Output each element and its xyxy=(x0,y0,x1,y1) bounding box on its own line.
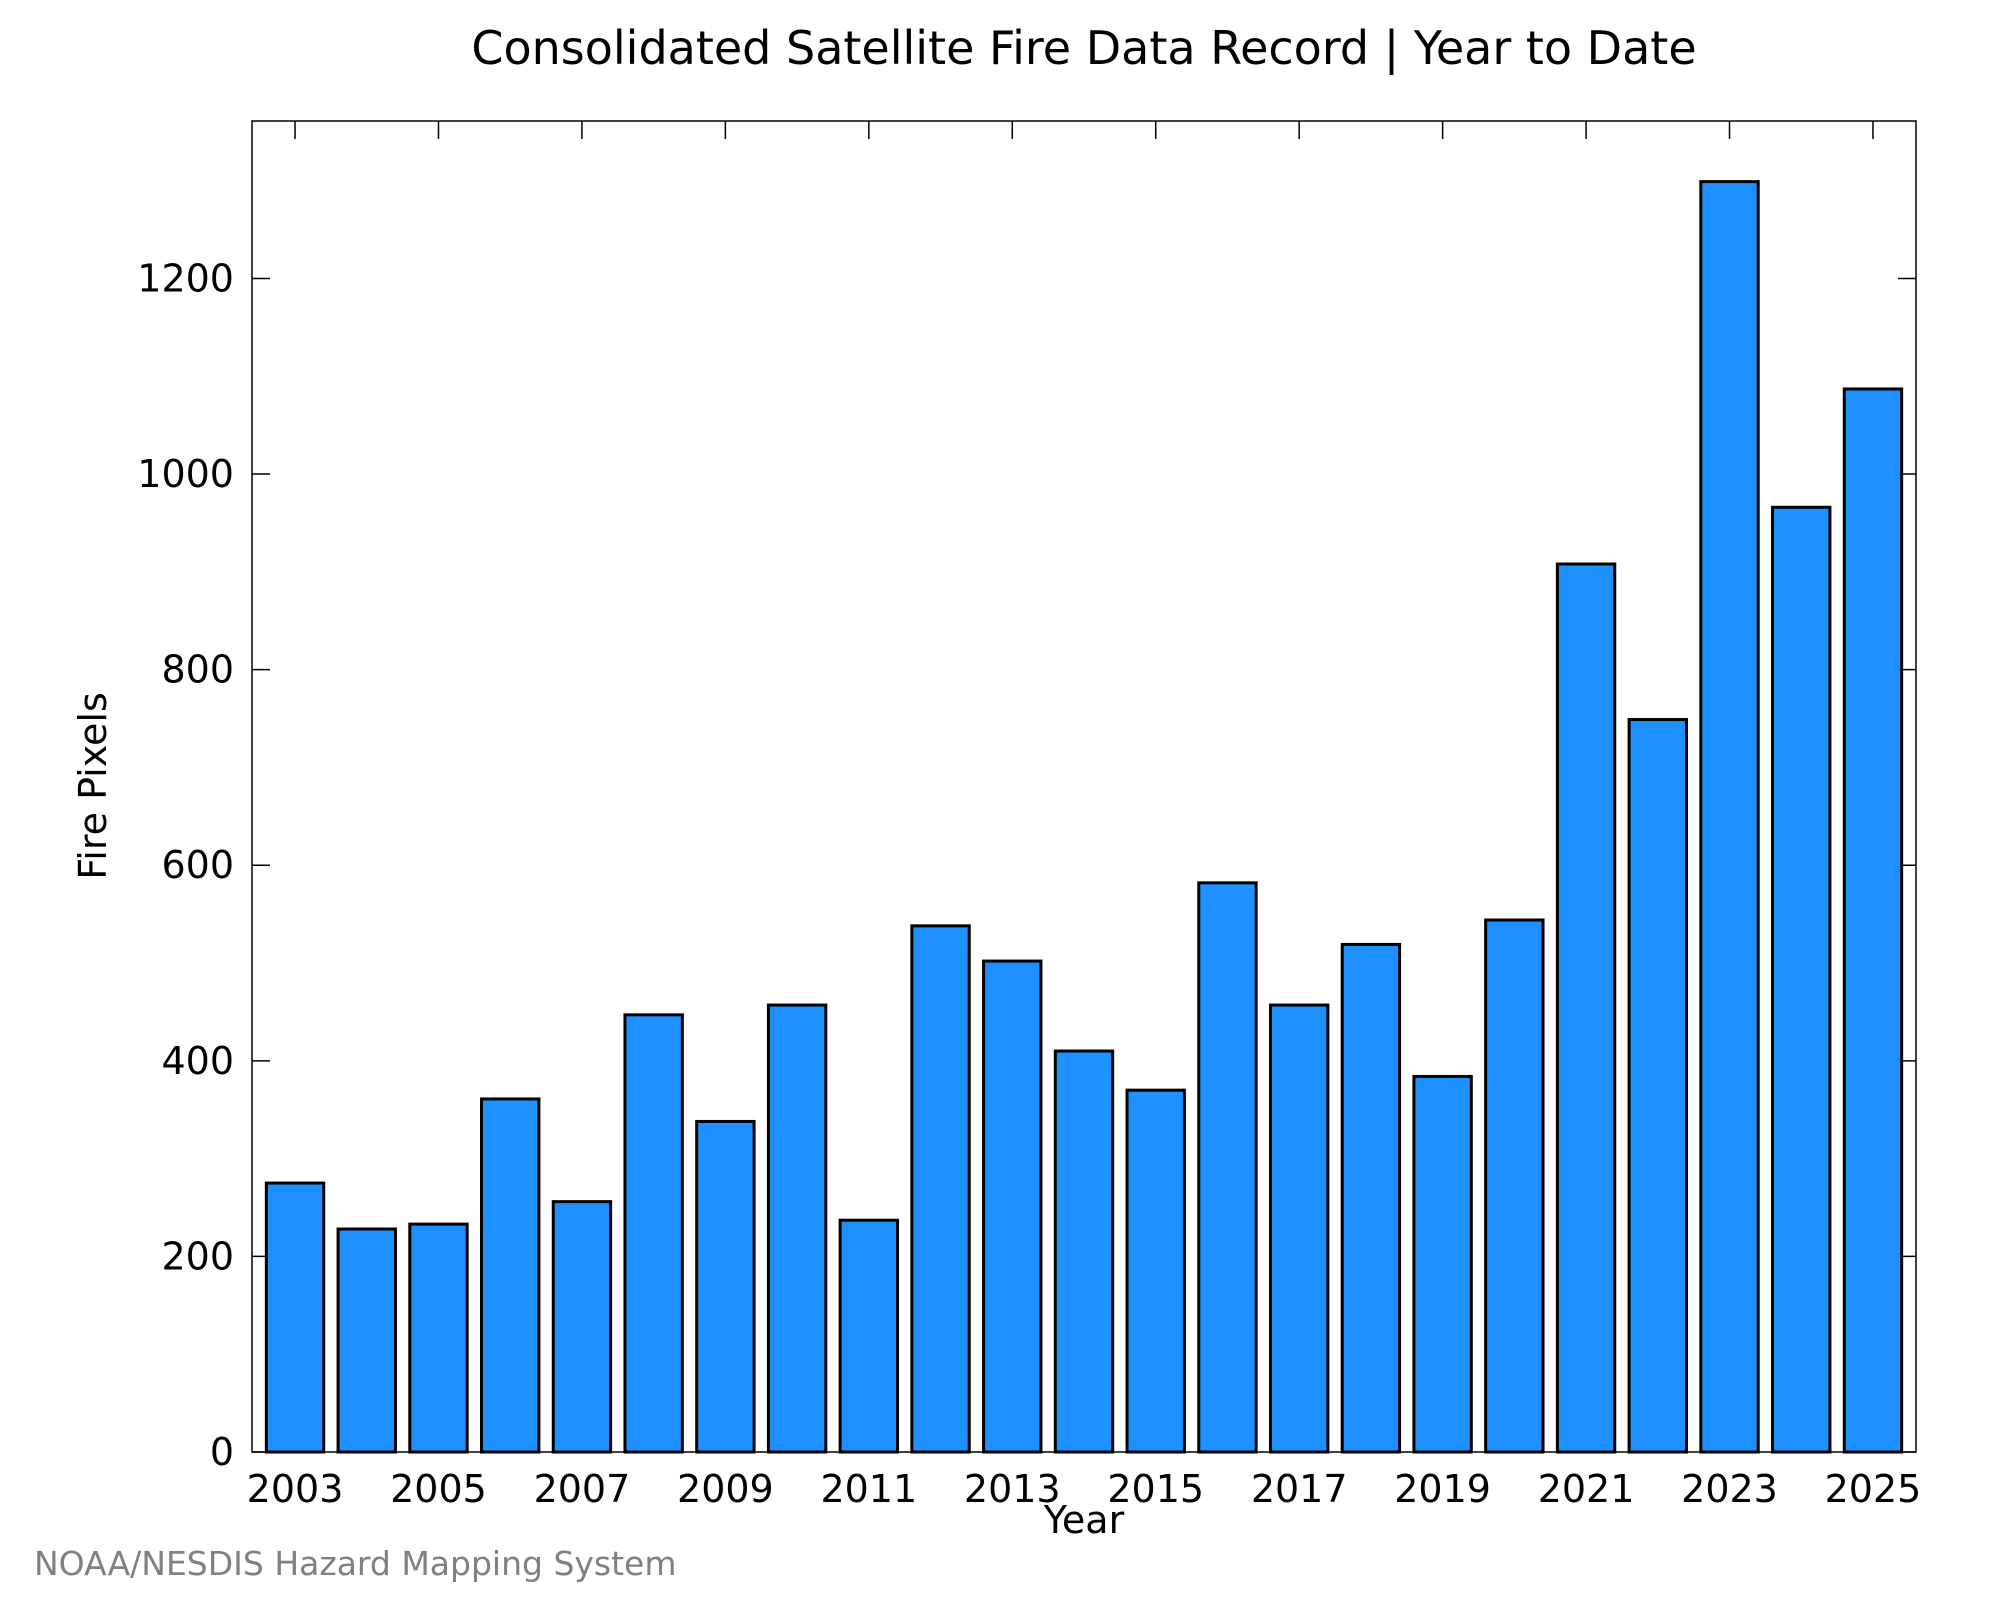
y-tick-label: 600 xyxy=(161,843,234,887)
bar-2012 xyxy=(910,924,971,1454)
y-tick-label: 1200 xyxy=(137,256,234,300)
bar-2013 xyxy=(982,959,1043,1454)
y-tick-label: 400 xyxy=(161,1039,234,1083)
chart-title: Consolidated Satellite Fire Data Record … xyxy=(471,21,1696,76)
y-tick-label: 0 xyxy=(210,1430,234,1474)
x-tick-label: 2019 xyxy=(1394,1467,1491,1511)
x-tick-label: 2017 xyxy=(1251,1467,1348,1511)
bar-2003 xyxy=(264,1181,326,1454)
x-axis-label: Year xyxy=(1043,1498,1125,1542)
x-tick-label: 2003 xyxy=(247,1467,344,1511)
y-tick-label: 200 xyxy=(161,1234,234,1278)
bar-2011 xyxy=(838,1218,900,1454)
bar-2014 xyxy=(1053,1049,1115,1454)
bar-2010 xyxy=(766,1003,828,1454)
y-tick-label: 800 xyxy=(161,648,234,692)
x-tick-label: 2011 xyxy=(820,1467,917,1511)
x-tick-label: 2023 xyxy=(1681,1467,1778,1511)
bar-2007 xyxy=(551,1200,613,1454)
bar-2005 xyxy=(408,1222,469,1454)
bar-2004 xyxy=(336,1227,397,1454)
x-tick-label: 2015 xyxy=(1107,1467,1204,1511)
y-axis: 0 200 400 600 800 1000 1200 xyxy=(137,256,1916,1474)
bar-2022 xyxy=(1627,718,1688,1454)
bar-2009 xyxy=(695,1119,756,1454)
bar-2017 xyxy=(1268,1003,1330,1454)
bar-2006 xyxy=(480,1097,541,1454)
bar-2023 xyxy=(1699,180,1760,1454)
bar-2016 xyxy=(1197,881,1258,1454)
bar-2018 xyxy=(1340,942,1402,1454)
bar-2008 xyxy=(623,1013,684,1454)
x-axis: 2003 2005 2007 2009 2011 2013 2015 2017 2019 2021… xyxy=(247,121,1922,1511)
bar-2019 xyxy=(1412,1074,1473,1454)
bar-2015 xyxy=(1125,1088,1186,1454)
x-tick-label: 2005 xyxy=(390,1467,487,1511)
x-tick-label: 2013 xyxy=(964,1467,1061,1511)
x-tick-label: 2021 xyxy=(1538,1467,1635,1511)
x-tick-label: 2009 xyxy=(677,1467,774,1511)
credit-text: NOAA/NESDIS Hazard Mapping System xyxy=(34,1544,677,1583)
x-tick-label: 2007 xyxy=(534,1467,631,1511)
y-axis-label: Fire Pixels xyxy=(71,692,115,880)
bar-2020 xyxy=(1484,918,1545,1454)
x-tick-label: 2025 xyxy=(1825,1467,1922,1511)
bar-2024 xyxy=(1771,505,1832,1454)
y-tick-label: 1000 xyxy=(137,452,234,496)
bar-2021 xyxy=(1555,562,1617,1454)
bar-2025 xyxy=(1842,387,1904,1454)
bars xyxy=(264,180,1904,1454)
